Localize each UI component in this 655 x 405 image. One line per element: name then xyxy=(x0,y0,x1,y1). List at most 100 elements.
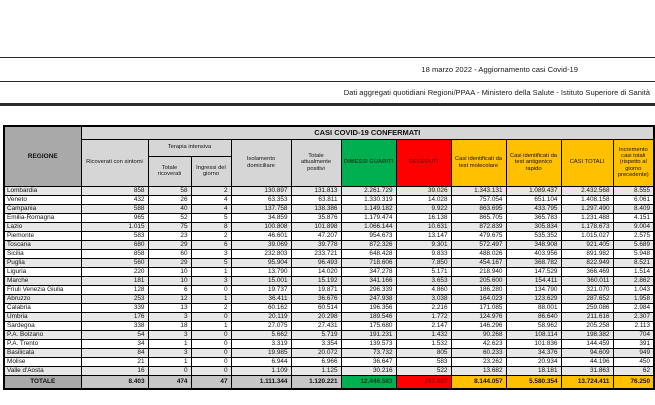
cell-ricoverati: 176 xyxy=(80,311,149,322)
cell-isolamento: 20.119 xyxy=(230,311,292,322)
cell-deceduti: 9.301 xyxy=(395,239,452,250)
cell-ricoverati: 34 xyxy=(80,338,149,349)
cell-ricoverati: 583 xyxy=(80,230,149,241)
mid-divider xyxy=(0,81,655,82)
cell-ti_ingressi: 1 xyxy=(190,320,232,331)
region-name: Liguria xyxy=(3,266,82,277)
cell-antigenico: 368.782 xyxy=(505,257,562,268)
cell-ti_ingressi: 0 xyxy=(190,356,232,367)
cell-casi_totali: 211.616 xyxy=(560,311,614,322)
cell-guariti: 139.573 xyxy=(340,338,397,349)
total-deceduti: 157.607 xyxy=(395,374,452,390)
cell-ricoverati: 858 xyxy=(80,185,149,196)
cell-positivi: 101.898 xyxy=(290,221,342,232)
region-name: Lombardia xyxy=(3,185,82,196)
cell-positivi: 39.778 xyxy=(290,239,342,250)
total-ricoverati: 8.403 xyxy=(80,374,149,390)
table-row: Basilicata 84 3 0 19.985 20.072 73.732 805 60.23… xyxy=(3,347,655,358)
column-header-positivi: Totale attualmente positivi xyxy=(290,138,342,187)
cell-positivi: 96.493 xyxy=(290,257,342,268)
cell-guariti: 1.330.319 xyxy=(340,194,397,205)
cell-ti_ingressi: 0 xyxy=(190,365,232,376)
region-name: Calabria xyxy=(3,302,82,313)
cell-deceduti: 13.147 xyxy=(395,230,452,241)
cell-guariti: 175.680 xyxy=(340,320,397,331)
cell-molecolare: 90.268 xyxy=(450,329,507,340)
cell-incremento: 2.307 xyxy=(612,311,655,322)
cell-deceduti: 7.850 xyxy=(395,257,452,268)
table-row: Marche 181 10 3 15.001 15.192 341.166 3.653 205.… xyxy=(3,275,655,286)
cell-ti_totale: 1 xyxy=(147,356,192,367)
cell-incremento: 1.514 xyxy=(612,266,655,277)
cell-molecolare: 488.026 xyxy=(450,248,507,259)
region-name: Campania xyxy=(3,203,82,214)
cell-isolamento: 1.109 xyxy=(230,365,292,376)
cell-isolamento: 63.353 xyxy=(230,194,292,205)
cell-incremento: 4.151 xyxy=(612,212,655,223)
cell-ti_totale: 3 xyxy=(147,311,192,322)
region-name: Umbria xyxy=(3,311,82,322)
cell-deceduti: 805 xyxy=(395,347,452,358)
table-row: Sicilia 858 60 3 232.803 233.721 648.428 9.833 4… xyxy=(3,248,655,259)
cell-guariti: 196.356 xyxy=(340,302,397,313)
cell-molecolare: 171.085 xyxy=(450,302,507,313)
column-header-isolamento: Isolamento domiciliare xyxy=(230,138,292,187)
cell-antigenico: 433.795 xyxy=(505,203,562,214)
cell-antigenico: 88.001 xyxy=(505,302,562,313)
bulletin-title: 18 marzo 2022 - Aggiornamento casi Covid… xyxy=(421,65,578,74)
table-row: Abruzzo 253 12 1 36.411 36.676 247.938 3.038 164… xyxy=(3,293,655,304)
cell-ti_totale: 29 xyxy=(147,239,192,250)
total-label: TOTALE xyxy=(3,374,82,390)
cell-ti_ingressi: 0 xyxy=(190,329,232,340)
cell-positivi: 5.719 xyxy=(290,329,342,340)
cell-molecolare: 124.976 xyxy=(450,311,507,322)
cell-guariti: 872.326 xyxy=(340,239,397,250)
cell-guariti: 1.179.474 xyxy=(340,212,397,223)
cell-deceduti: 39.026 xyxy=(395,185,452,196)
total-ti_totale: 474 xyxy=(147,374,192,390)
cell-positivi: 131.813 xyxy=(290,185,342,196)
cell-molecolare: 23.262 xyxy=(450,356,507,367)
cell-ti_totale: 3 xyxy=(147,347,192,358)
region-name: Sardegna xyxy=(3,320,82,331)
region-name: Friuli Venezia Giulia xyxy=(3,284,82,295)
cell-casi_totali: 921.405 xyxy=(560,239,614,250)
cell-ti_ingressi: 0 xyxy=(190,347,232,358)
region-name: Piemonte xyxy=(3,230,82,241)
cell-incremento: 62 xyxy=(612,365,655,376)
cell-ti_totale: 0 xyxy=(147,365,192,376)
cell-incremento: 949 xyxy=(612,347,655,358)
cell-isolamento: 19.737 xyxy=(230,284,292,295)
cell-ti_ingressi: 0 xyxy=(190,284,232,295)
region-name: P.A. Trento xyxy=(3,338,82,349)
table-row: P.A. Bolzano 54 3 0 5.662 5.719 191.231 1.432 90… xyxy=(3,329,655,340)
cell-deceduti: 9.922 xyxy=(395,203,452,214)
cell-antigenico: 305.834 xyxy=(505,221,562,232)
cell-ti_totale: 6 xyxy=(147,284,192,295)
table-row: Toscana 680 29 6 39.069 39.778 872.326 9.301 572… xyxy=(3,239,655,250)
cell-guariti: 73.732 xyxy=(340,347,397,358)
cell-ricoverati: 21 xyxy=(80,356,149,367)
cell-ricoverati: 339 xyxy=(80,302,149,313)
cell-incremento: 8.521 xyxy=(612,257,655,268)
cell-guariti: 341.166 xyxy=(340,275,397,286)
cell-ti_ingressi: 2 xyxy=(190,302,232,313)
cell-ti_totale: 29 xyxy=(147,257,192,268)
cell-deceduti: 14.028 xyxy=(395,194,452,205)
cell-isolamento: 137.758 xyxy=(230,203,292,214)
cell-incremento: 1.958 xyxy=(612,293,655,304)
cell-isolamento: 19.985 xyxy=(230,347,292,358)
cell-antigenico: 403.956 xyxy=(505,248,562,259)
cell-ti_ingressi: 3 xyxy=(190,248,232,259)
total-positivi: 1.120.221 xyxy=(290,374,342,390)
region-name: P.A. Bolzano xyxy=(3,329,82,340)
cell-ti_ingressi: 8 xyxy=(190,221,232,232)
cell-ti_ingressi: 2 xyxy=(190,230,232,241)
cell-antigenico: 58.962 xyxy=(505,320,562,331)
cell-isolamento: 13.790 xyxy=(230,266,292,277)
cell-ti_ingressi: 6 xyxy=(190,239,232,250)
cell-ricoverati: 84 xyxy=(80,347,149,358)
cell-ti_ingressi: 2 xyxy=(190,185,232,196)
cell-positivi: 19.871 xyxy=(290,284,342,295)
cell-deceduti: 522 xyxy=(395,365,452,376)
